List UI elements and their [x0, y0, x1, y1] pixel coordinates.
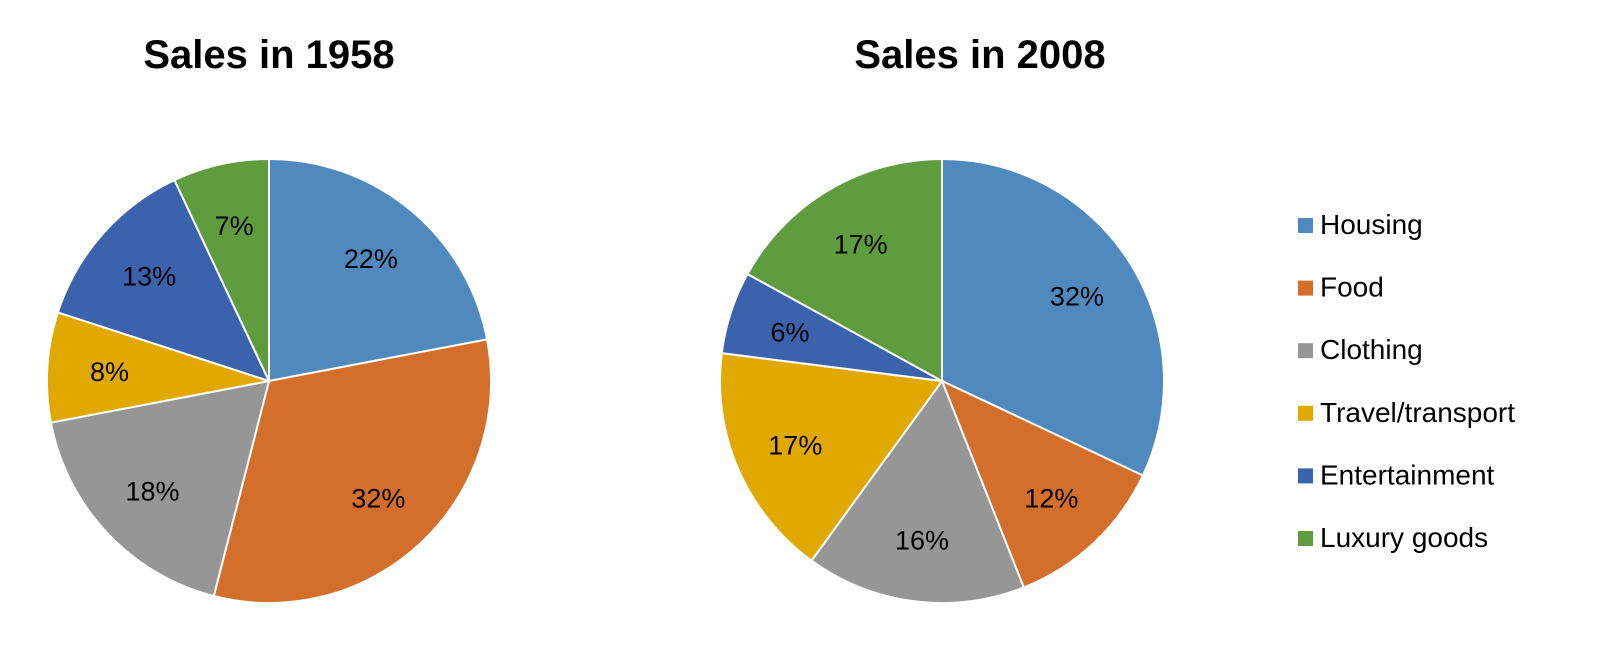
- data-label: 22%: [344, 244, 398, 274]
- data-label: 32%: [1050, 281, 1104, 311]
- legend-swatch: [1298, 343, 1313, 359]
- legend-label: Travel/transport: [1320, 397, 1515, 428]
- legend-swatch: [1298, 405, 1313, 421]
- chart-title: Sales in 1958: [143, 33, 394, 77]
- pie-slice-food: [212, 338, 492, 604]
- pie-slice-travel-transport: [46, 311, 270, 424]
- pie-slice-clothing: [810, 378, 1026, 604]
- legend-label: Food: [1320, 272, 1384, 303]
- data-label: 8%: [90, 357, 129, 387]
- legend-label: Entertainment: [1320, 459, 1495, 490]
- data-label: 32%: [351, 484, 405, 514]
- legend-label: Housing: [1320, 209, 1423, 240]
- pie-slice-entertainment: [56, 178, 271, 383]
- pie-slice-travel-transport: [719, 352, 944, 562]
- legend-swatch: [1298, 468, 1313, 484]
- pie-slice-housing: [268, 157, 489, 383]
- legend-swatch: [1298, 280, 1313, 296]
- data-label: 17%: [768, 430, 822, 460]
- legend-swatch: [1298, 531, 1313, 546]
- legend-label: Luxury goods: [1320, 522, 1488, 553]
- pie-slice-clothing: [49, 379, 271, 598]
- pie-slice-housing: [941, 157, 1165, 477]
- data-label: 6%: [770, 318, 809, 348]
- data-label: 7%: [215, 211, 254, 241]
- data-label: 17%: [834, 229, 888, 259]
- data-label: 18%: [125, 476, 179, 506]
- chart-title: Sales in 2008: [854, 33, 1105, 77]
- pie-slice-luxury-goods: [746, 157, 943, 383]
- data-label: 12%: [1024, 484, 1078, 514]
- pie-slice-luxury-goods: [173, 157, 270, 382]
- data-label: 13%: [122, 261, 176, 291]
- pie-slice-food: [940, 379, 1145, 589]
- data-label: 16%: [895, 526, 949, 556]
- legend-swatch: [1298, 218, 1313, 233]
- legend-label: Clothing: [1320, 334, 1423, 365]
